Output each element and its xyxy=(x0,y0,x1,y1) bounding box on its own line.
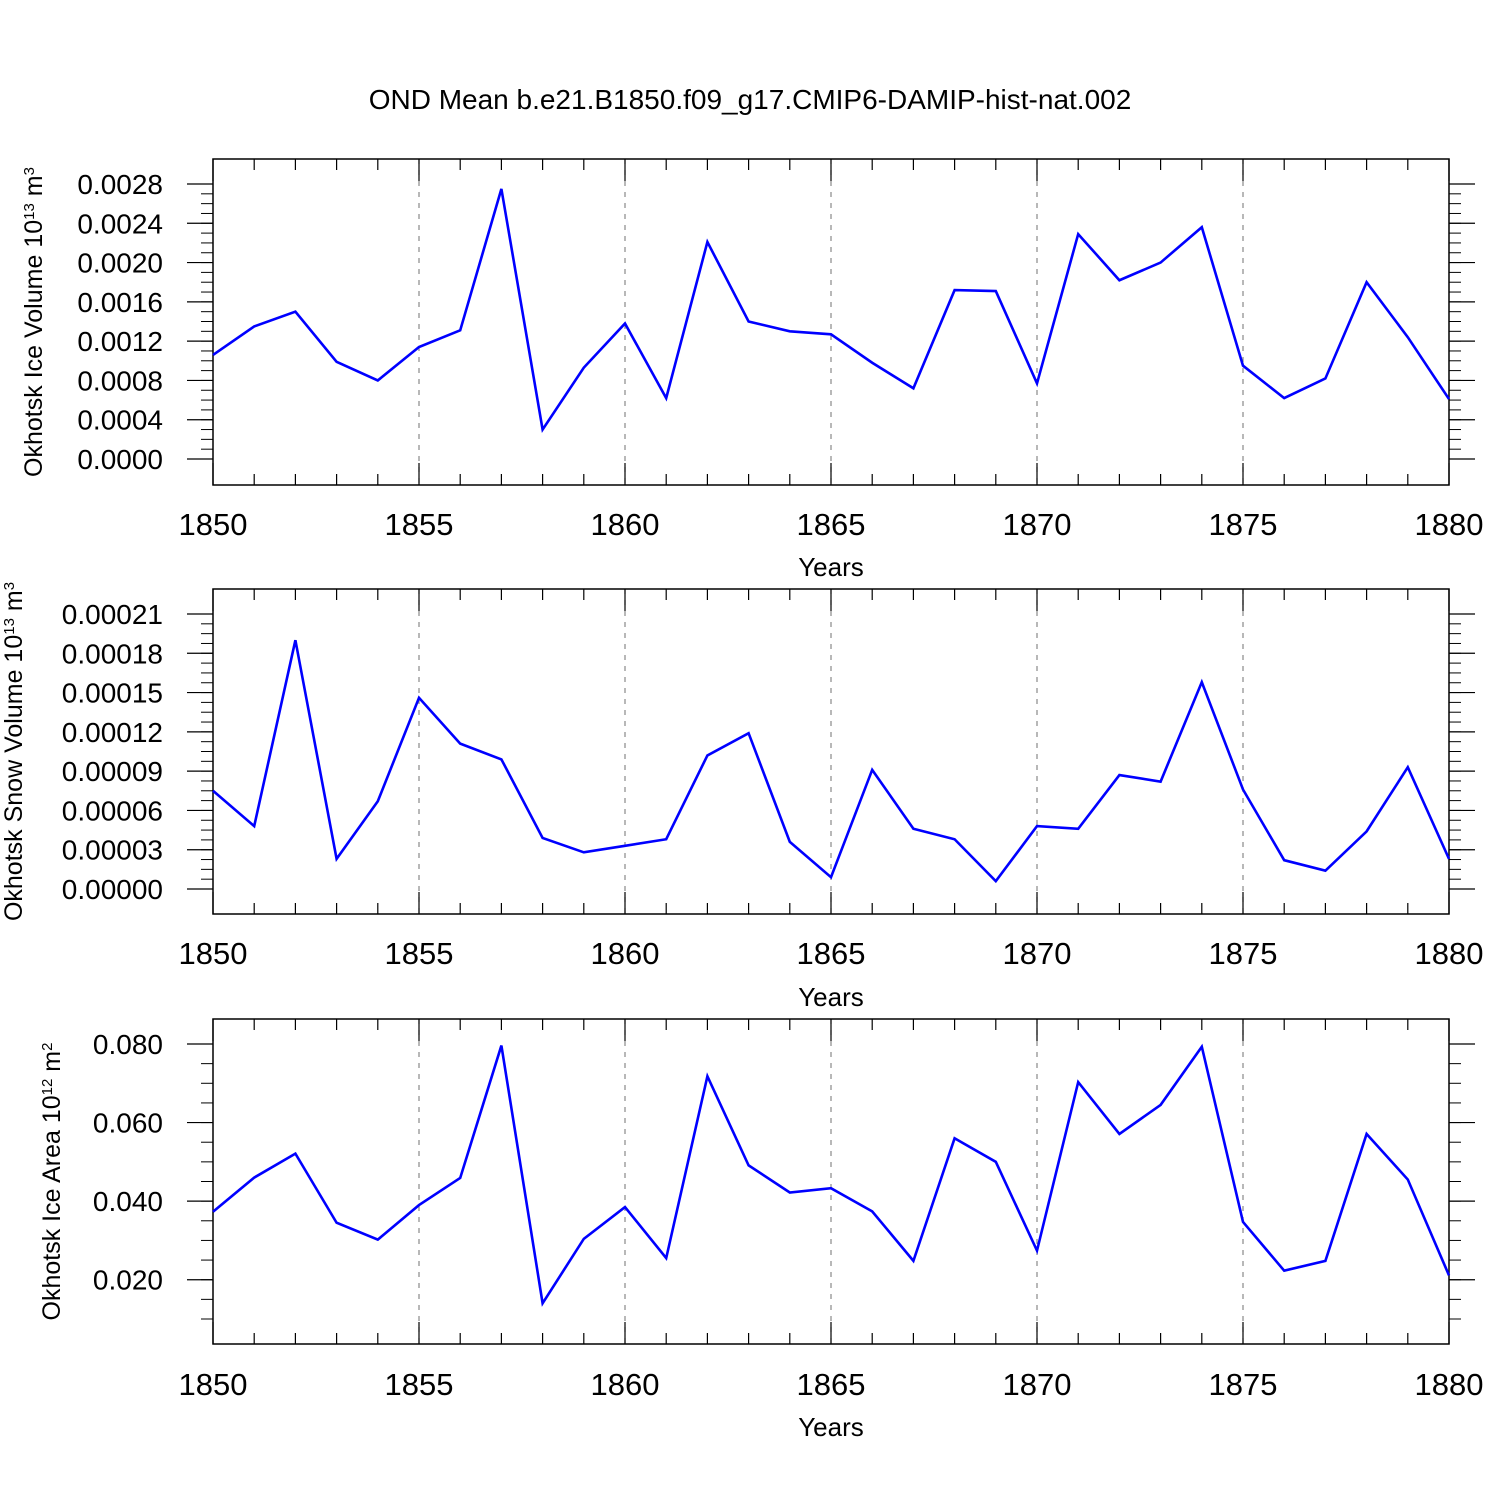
y-tick-label: 0.00015 xyxy=(62,678,163,709)
y-tick-label: 0.020 xyxy=(93,1265,163,1296)
x-tick-label: 1875 xyxy=(1209,1367,1278,1402)
y-tick-label: 0.0000 xyxy=(77,444,163,475)
y-tick-label: 0.060 xyxy=(93,1108,163,1139)
x-tick-label: 1880 xyxy=(1415,1367,1484,1402)
panel-1: 0.0000 0.0004 0.0008 0.0012 0.0016 0.0020 0.00… xyxy=(20,158,1484,582)
y-tick-label: 0.040 xyxy=(93,1186,163,1217)
y-tick-label: 0.00021 xyxy=(62,599,163,630)
panels: 0.0000 0.0004 0.0008 0.0012 0.0016 0.0020 0.00… xyxy=(0,158,1484,1442)
y-axis-label: Okhotsk Ice Volume 1013 m3 xyxy=(20,167,48,477)
y-tick-label: 0.00000 xyxy=(62,874,163,905)
y-tick-label: 0.0028 xyxy=(77,169,163,200)
x-tick-label: 1880 xyxy=(1415,936,1484,971)
x-tick-label: 1865 xyxy=(797,1367,866,1402)
x-tick-label: 1860 xyxy=(591,936,660,971)
y-tick-label: 0.080 xyxy=(93,1029,163,1060)
y-axis-label: Okhotsk Ice Area 1012 m2 xyxy=(38,1043,66,1321)
x-tick-label: 1870 xyxy=(1003,507,1072,542)
y-tick-label: 0.0012 xyxy=(77,326,163,357)
x-tick-label: 1860 xyxy=(591,1367,660,1402)
y-tick-label: 0.00018 xyxy=(62,638,163,669)
chart-title: OND Mean b.e21.B1850.f09_g17.CMIP6-DAMIP… xyxy=(369,84,1132,115)
y-tick-label: 0.00006 xyxy=(62,795,163,826)
x-tick-label: 1860 xyxy=(591,507,660,542)
x-tick-label: 1875 xyxy=(1209,507,1278,542)
y-tick-label: 0.0008 xyxy=(77,365,163,396)
x-tick-label: 1850 xyxy=(179,936,248,971)
y-axis-label: Okhotsk Snow Volume 1013 m3 xyxy=(0,582,28,921)
y-tick-label: 0.0016 xyxy=(77,287,163,318)
x-axis-label: Years xyxy=(798,1412,864,1442)
x-tick-label: 1850 xyxy=(179,1367,248,1402)
x-tick-label: 1855 xyxy=(385,936,454,971)
x-tick-label: 1865 xyxy=(797,936,866,971)
y-tick-label: 0.0020 xyxy=(77,248,163,279)
x-tick-label: 1875 xyxy=(1209,936,1278,971)
panel-2: 0.00000 0.00003 0.00006 0.00009 0.00012 0.000… xyxy=(0,582,1483,1012)
x-tick-label: 1870 xyxy=(1003,936,1072,971)
x-tick-label: 1865 xyxy=(797,507,866,542)
y-tick-label: 0.0024 xyxy=(77,208,163,239)
x-tick-label: 1850 xyxy=(179,507,248,542)
x-tick-label: 1855 xyxy=(385,507,454,542)
y-tick-label: 0.00009 xyxy=(62,756,163,787)
panel-3: 0.020 0.040 0.060 0.080 1850 1855 1860 1865 1870… xyxy=(38,1018,1484,1442)
x-axis-label: Years xyxy=(798,982,864,1012)
x-axis-label: Years xyxy=(798,552,864,582)
x-tick-label: 1870 xyxy=(1003,1367,1072,1402)
y-tick-label: 0.0004 xyxy=(77,405,163,436)
x-tick-label: 1880 xyxy=(1415,507,1484,542)
y-tick-label: 0.00003 xyxy=(62,835,163,866)
x-tick-label: 1855 xyxy=(385,1367,454,1402)
y-tick-label: 0.00012 xyxy=(62,717,163,748)
